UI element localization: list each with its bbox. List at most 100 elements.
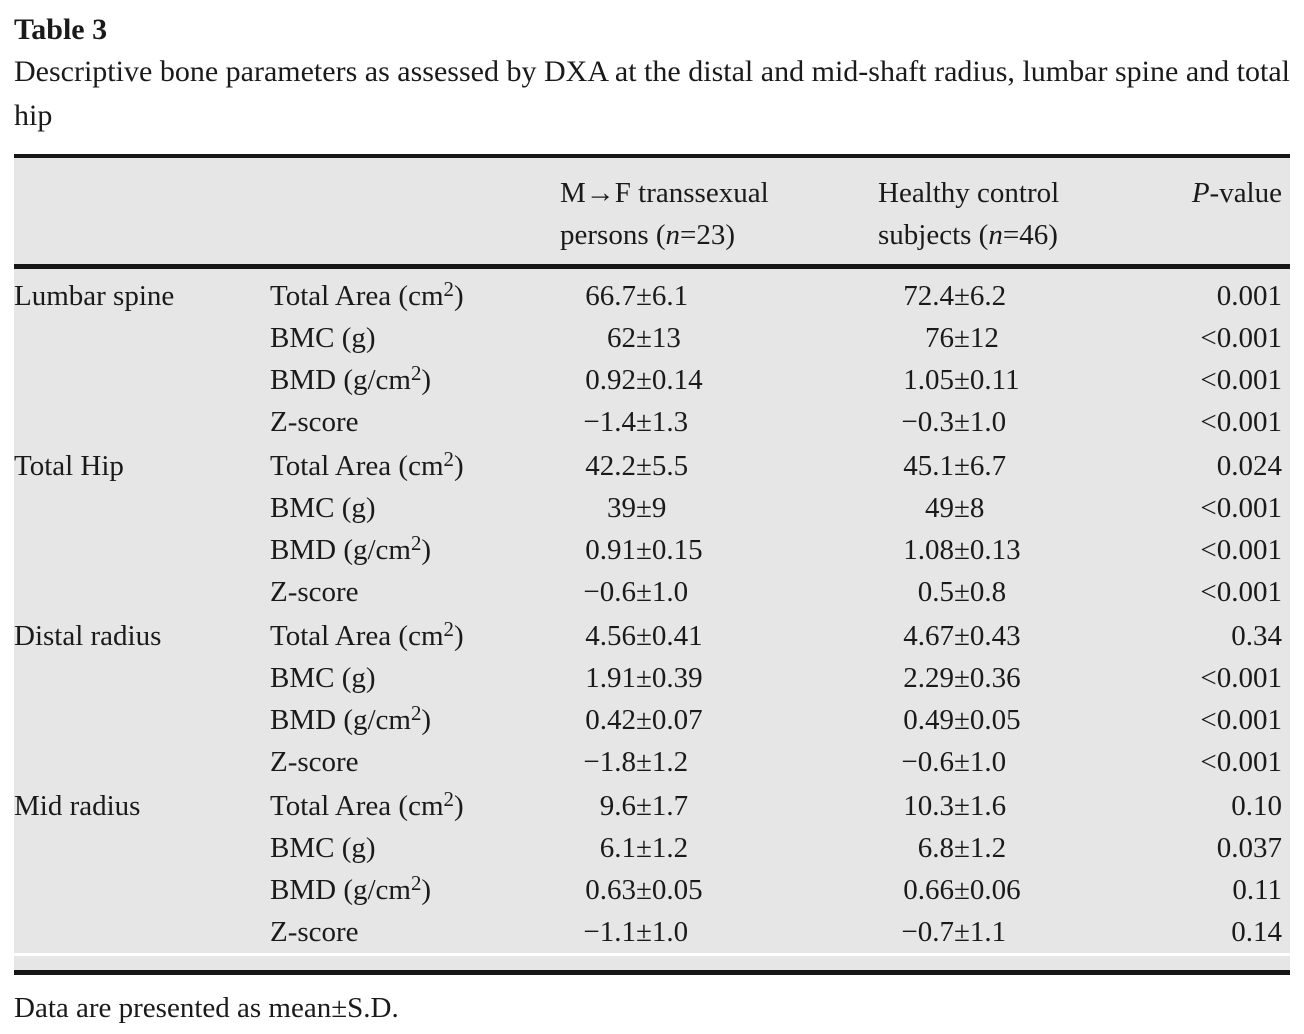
plus-minus-sign: ± [636,280,652,312]
value-pvalue: <0.001 [1200,746,1282,778]
superscript: 2 [410,701,422,725]
value-control: 0.49±0.05 [878,699,1170,741]
parameter-label: Z-score [270,741,560,783]
value-mean: 0.49 [903,704,954,736]
superscript: 2 [410,871,422,895]
value-mean: −1.4 [583,406,636,438]
value-mean: 6.1 [599,832,636,864]
table-header: M→F transsexual persons (n=23) Healthy c… [14,158,1290,269]
parameter-text: Total Area (cm [270,280,444,312]
parameter-text: ) [453,450,464,482]
plus-minus-sign: ± [636,406,652,438]
value-mean: 45.1 [903,450,954,482]
region-label: Total Hip [14,450,124,482]
superscript: 2 [443,277,454,301]
plus-minus-sign: ± [636,620,652,652]
parameter-text: ) [453,620,464,652]
region-label [14,827,270,869]
value-mean: −0.3 [901,406,954,438]
table-row: BMD (g/cm2) 0.91±0.15 1.08±0.13 <0.001 [14,529,1290,571]
parameter-text: Z-score [270,576,359,608]
table-row: Distal radius Total Area (cm2) 4.56±0.41 4.… [14,613,1290,657]
value-transsexual: 0.92±0.14 [560,359,878,401]
value-control: 0.5±0.8 [878,571,1170,613]
parameter-label: BMD (g/cm2) [270,529,560,571]
value-mean: 1.08 [903,534,954,566]
value-pvalue: <0.001 [1200,534,1282,566]
value-sd: 13 [651,322,681,354]
value-control: 76±12 [878,317,1170,359]
value-mean: 0.42 [585,704,636,736]
parameter-label: Total Area (cm2) [270,783,560,827]
region-label [14,911,270,955]
table-bottom-spacer [14,953,1290,970]
value-sd: 0.41 [651,620,703,652]
table-row: Z-score −1.1±1.0 −0.7±1.1 0.14 [14,911,1290,955]
parameter-label: Z-score [270,401,560,443]
region-label [14,359,270,401]
value-mean: −1.1 [583,916,636,948]
plus-minus-sign: ± [954,916,970,948]
value-sd: 0.13 [969,534,1021,566]
parameter-label: Total Area (cm2) [270,443,560,487]
value-mean: −1.8 [583,746,636,778]
value-sd: 1.2 [651,746,689,778]
parameter-text: ) [453,790,464,822]
region-label [14,571,270,613]
plus-minus-sign: ± [954,704,970,736]
parameter-text: Total Area (cm [270,620,444,652]
region-label [14,741,270,783]
header-transsexual-group: M→F transsexual persons (n=23) [560,158,878,269]
value-mean: −0.6 [583,576,636,608]
n-symbol: n [988,219,1003,251]
parameter-label: Total Area (cm2) [270,613,560,657]
superscript: 2 [443,447,454,471]
value-mean: 4.67 [903,620,954,652]
value-sd: 0.11 [969,364,1020,396]
value-mean: 76 [925,322,954,354]
region-label [14,699,270,741]
parameter-label: BMC (g) [270,657,560,699]
value-control: −0.6±1.0 [878,741,1170,783]
header-control-group: Healthy control subjects (n=46) [878,158,1170,269]
header-transsexual-line2: persons (n=23) [560,219,736,251]
value-transsexual: 66.7±6.1 [560,267,878,318]
table-row: Total Hip Total Area (cm2) 42.2±5.5 45.1±6.… [14,443,1290,487]
plus-minus-sign: ± [636,832,652,864]
header-region-col [14,158,270,269]
value-sd: 0.14 [651,364,703,396]
header-control-line2: subjects (n=46) [878,219,1058,251]
plus-minus-sign: ± [954,450,970,482]
plus-minus-sign: ± [636,322,652,354]
value-pvalue: 0.11 [1232,874,1282,906]
parameter-text: BMD (g/cm [270,534,411,566]
parameter-text: BMC (g) [270,322,376,354]
value-sd: 0.07 [651,704,703,736]
parameter-label: BMD (g/cm2) [270,699,560,741]
header-control-line1: Healthy control [878,177,1060,209]
value-sd: 1.2 [651,832,689,864]
value-sd: 1.2 [969,832,1007,864]
value-control: 0.66±0.06 [878,869,1170,911]
table-row: BMC (g) 62±13 76±12 <0.001 [14,317,1290,359]
value-mean: 0.92 [585,364,636,396]
value-mean: 6.8 [917,832,954,864]
plus-minus-sign: ± [954,790,970,822]
plus-minus-sign: ± [954,364,970,396]
region-label [14,657,270,699]
value-sd: 1.0 [651,916,689,948]
value-control: −0.7±1.1 [878,911,1170,955]
plus-minus-sign: ± [636,492,652,524]
value-control: 4.67±0.43 [878,613,1170,657]
value-mean: −0.6 [901,746,954,778]
value-mean: 49 [925,492,954,524]
value-pvalue: <0.001 [1200,704,1282,736]
value-transsexual: −1.4±1.3 [560,401,878,443]
region-label [14,869,270,911]
region-label [14,401,270,443]
plus-minus-sign: ± [954,406,970,438]
value-pvalue: 0.10 [1231,790,1282,822]
table-row: BMD (g/cm2) 0.92±0.14 1.05±0.11 <0.001 [14,359,1290,401]
plus-minus-sign: ± [636,916,652,948]
